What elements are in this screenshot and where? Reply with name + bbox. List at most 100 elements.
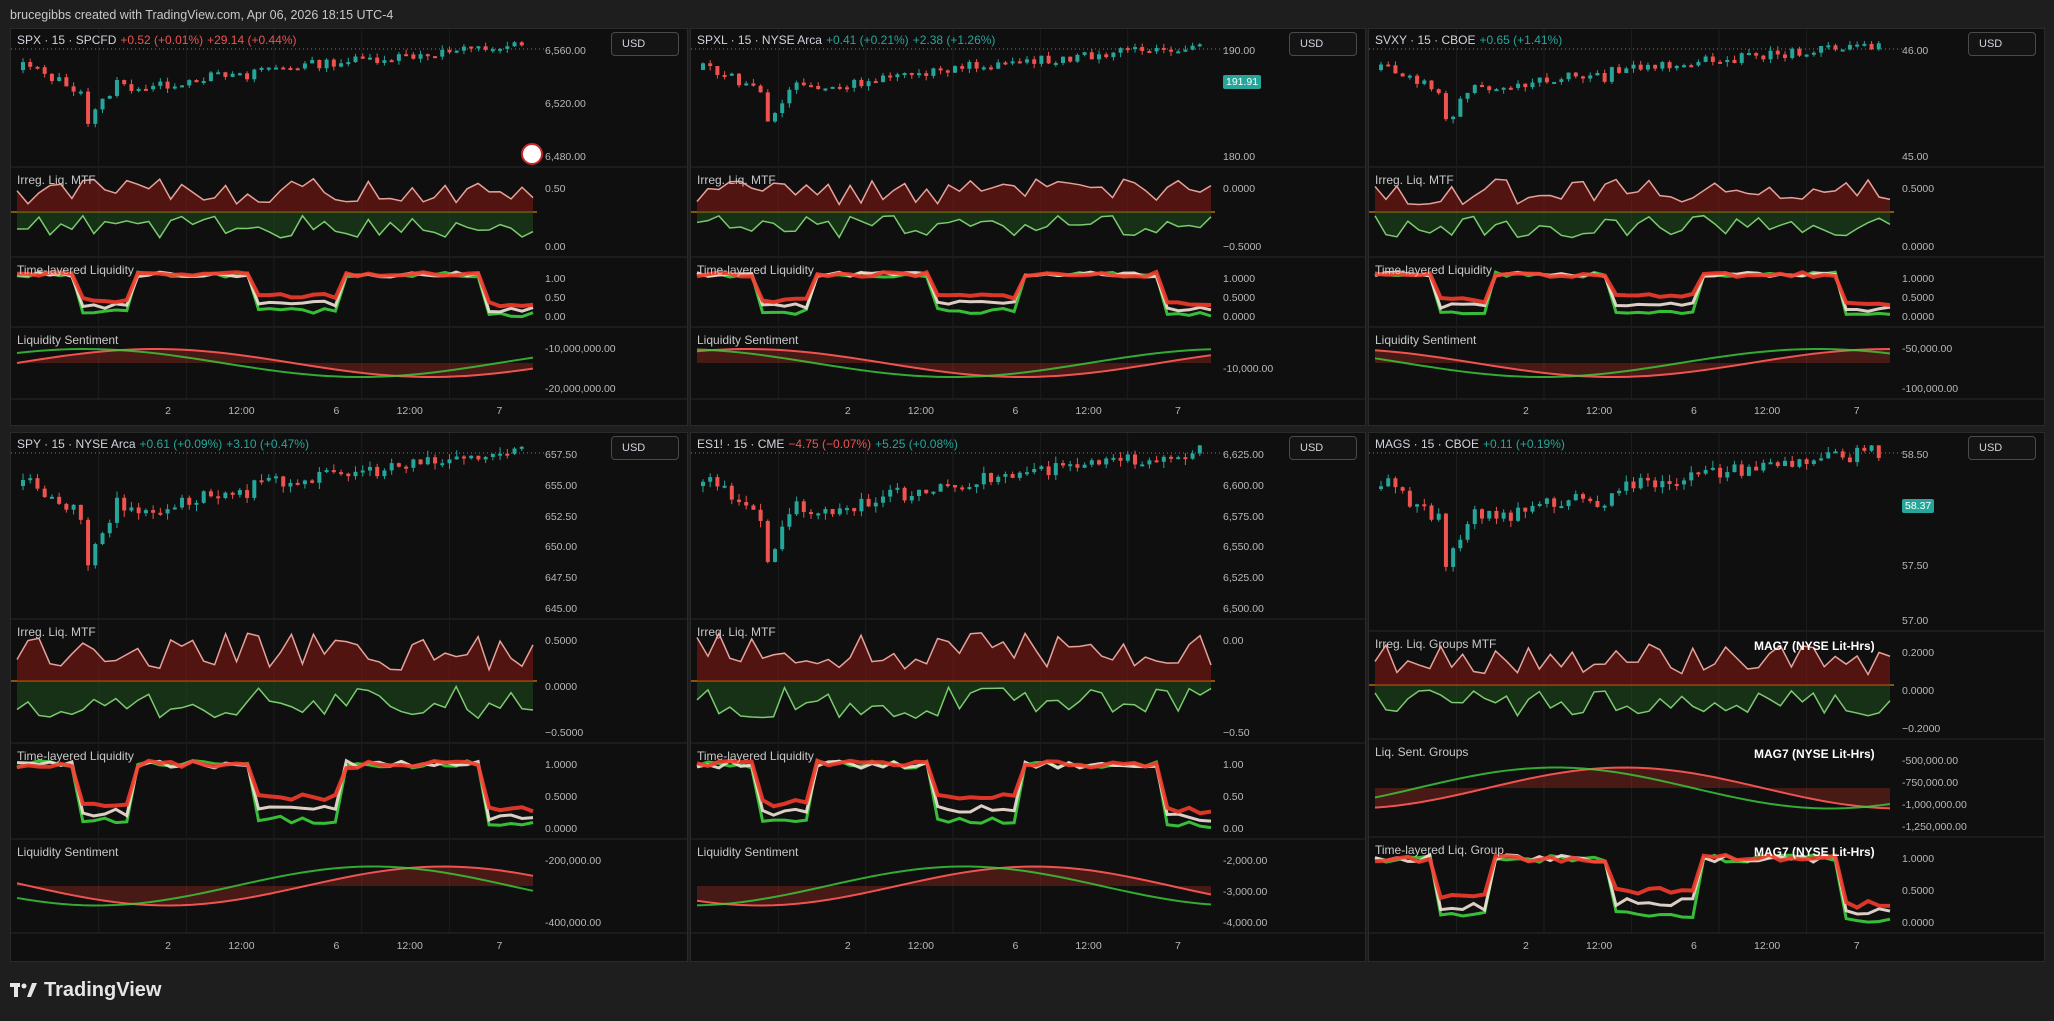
indicator-label[interactable]: Liquidity Sentiment bbox=[17, 333, 119, 347]
chart-pane-es[interactable]: ES1! · 15 · CME −4.75 (−0.07%) +5.25 (+0.0… bbox=[690, 432, 1366, 962]
currency-button[interactable]: USD bbox=[611, 32, 679, 56]
symbol-legend[interactable]: SVXY · 15 · CBOE +0.65 (+1.41%) bbox=[1375, 33, 1562, 47]
chart-canvas bbox=[11, 29, 687, 400]
y-axis-label: -2,000.00 bbox=[1223, 855, 1268, 867]
candle bbox=[1710, 467, 1715, 470]
candle bbox=[1118, 48, 1123, 53]
candle bbox=[1530, 82, 1535, 88]
indicator-label[interactable]: Time-layered Liquidity bbox=[697, 263, 814, 277]
symbol-legend[interactable]: MAGS · 15 · CBOE +0.11 (+0.19%) bbox=[1375, 437, 1565, 451]
y-axis-label: 6,600.00 bbox=[1223, 479, 1264, 492]
candle bbox=[100, 533, 105, 545]
candle bbox=[1617, 67, 1622, 73]
candle bbox=[1761, 462, 1766, 471]
symbol-legend[interactable]: SPY · 15 · NYSE Arca +0.61 (+0.09%) +3.10 … bbox=[17, 437, 309, 451]
candle bbox=[1595, 501, 1600, 507]
candle bbox=[931, 491, 936, 494]
candle bbox=[512, 42, 517, 47]
chart-pane-mags[interactable]: MAGS · 15 · CBOE +0.11 (+0.19%) USD Irreg. … bbox=[1368, 432, 2045, 962]
liquidity-fill-lower bbox=[697, 681, 1211, 719]
candle bbox=[1393, 478, 1398, 488]
currency-button[interactable]: USD bbox=[1968, 32, 2036, 56]
candle bbox=[1487, 86, 1492, 91]
candle bbox=[78, 91, 83, 94]
indicator-label[interactable]: Liquidity Sentiment bbox=[697, 333, 799, 347]
indicator-label[interactable]: Time-layered Liquidity bbox=[17, 263, 134, 277]
y-axis-label: 57.00 bbox=[1902, 615, 1929, 627]
us-flag-icon[interactable] bbox=[521, 143, 543, 165]
candle bbox=[1046, 55, 1051, 64]
candle bbox=[1797, 48, 1802, 56]
candle bbox=[852, 79, 857, 88]
indicator-label[interactable]: Liquidity Sentiment bbox=[697, 845, 799, 859]
candle bbox=[1804, 459, 1809, 464]
candle bbox=[1581, 494, 1585, 499]
candle bbox=[960, 66, 965, 69]
x-axis-label: 7 bbox=[1853, 405, 1860, 417]
candle bbox=[1775, 462, 1780, 467]
time-layered-line bbox=[1374, 852, 1891, 910]
liquidity-line-lower bbox=[16, 214, 534, 239]
candle bbox=[1415, 504, 1420, 507]
indicator-label[interactable]: Irreg. Liq. MTF bbox=[17, 625, 96, 639]
chart-canvas bbox=[1369, 433, 2044, 934]
indicator-label[interactable]: Liquidity Sentiment bbox=[1375, 333, 1477, 347]
y-axis-label: -400,000.00 bbox=[545, 917, 602, 929]
candle bbox=[780, 526, 785, 550]
symbol-legend[interactable]: SPX · 15 · SPCFD +0.52 (+0.01%) +29.14 (+0… bbox=[17, 33, 297, 47]
indicator-label[interactable]: Time-layered Liquidity bbox=[17, 749, 134, 763]
candle bbox=[498, 453, 503, 456]
candle bbox=[1089, 460, 1094, 465]
candle bbox=[1847, 44, 1852, 50]
currency-button[interactable]: USD bbox=[1289, 436, 1357, 460]
chart-pane-spx[interactable]: SPX · 15 · SPCFD +0.52 (+0.01%) +29.14 (+0… bbox=[10, 28, 688, 426]
candle bbox=[1754, 466, 1759, 471]
chart-pane-spy[interactable]: SPY · 15 · NYSE Arca +0.61 (+0.09%) +3.10 … bbox=[10, 432, 688, 962]
indicator-label[interactable]: Time-layered Liq. Group bbox=[1375, 843, 1504, 857]
candle bbox=[996, 476, 1001, 483]
candle bbox=[1494, 510, 1499, 519]
indicator-label[interactable]: Time-layered Liquidity bbox=[697, 749, 814, 763]
candle bbox=[1573, 72, 1578, 77]
candle bbox=[1472, 509, 1477, 525]
indicator-label[interactable]: Irreg. Liq. MTF bbox=[17, 173, 96, 187]
candle bbox=[375, 466, 380, 477]
liquidity-line-upper bbox=[1374, 643, 1891, 677]
tradingview-logo-icon bbox=[10, 981, 38, 999]
candle bbox=[1631, 64, 1636, 69]
symbol-legend[interactable]: ES1! · 15 · CME −4.75 (−0.07%) +5.25 (+0.0… bbox=[697, 437, 958, 451]
currency-button[interactable]: USD bbox=[611, 436, 679, 460]
symbol-name: SPY · 15 · NYSE Arca bbox=[17, 437, 136, 451]
symbol-legend[interactable]: SPXL · 15 · NYSE Arca +0.41 (+0.21%) +2.38… bbox=[697, 33, 995, 47]
indicator-label[interactable]: Time-layered Liquidity bbox=[1375, 263, 1492, 277]
indicator-label[interactable]: Irreg. Liq. MTF bbox=[697, 625, 776, 639]
candle bbox=[917, 489, 921, 497]
time-layered-line bbox=[696, 270, 1212, 313]
candle bbox=[1819, 458, 1824, 461]
indicator-label[interactable]: Irreg. Liq. Groups MTF bbox=[1375, 637, 1497, 651]
candle bbox=[302, 63, 307, 69]
candle bbox=[787, 514, 792, 527]
candle bbox=[339, 472, 344, 475]
indicator-label[interactable]: Irreg. Liq. MTF bbox=[697, 173, 776, 187]
candle bbox=[996, 62, 1001, 69]
y-axis-label: 0.0000 bbox=[1902, 917, 1935, 929]
candle bbox=[1660, 481, 1665, 488]
x-axis-label: 12:00 bbox=[1075, 940, 1102, 952]
x-axis-label: 2 bbox=[1523, 940, 1529, 952]
currency-button[interactable]: USD bbox=[1289, 32, 1357, 56]
candle bbox=[953, 66, 957, 73]
y-axis-label: 655.00 bbox=[545, 479, 578, 492]
candle bbox=[758, 509, 763, 521]
indicator-label[interactable]: Irreg. Liq. MTF bbox=[1375, 173, 1454, 187]
candle bbox=[100, 98, 105, 110]
indicator-label[interactable]: Liquidity Sentiment bbox=[17, 845, 119, 859]
candle bbox=[1494, 89, 1499, 92]
y-axis-label: 6,625.00 bbox=[1223, 449, 1264, 461]
candle bbox=[1682, 480, 1686, 485]
chart-pane-spxl[interactable]: SPXL · 15 · NYSE Arca +0.41 (+0.21%) +2.38… bbox=[690, 28, 1366, 426]
currency-button[interactable]: USD bbox=[1968, 436, 2036, 460]
chart-pane-svxy[interactable]: SVXY · 15 · CBOE +0.65 (+1.41%) USD Irreg. … bbox=[1368, 28, 2045, 426]
x-axis-label: 6 bbox=[1691, 405, 1697, 417]
indicator-label[interactable]: Liq. Sent. Groups bbox=[1375, 745, 1469, 759]
